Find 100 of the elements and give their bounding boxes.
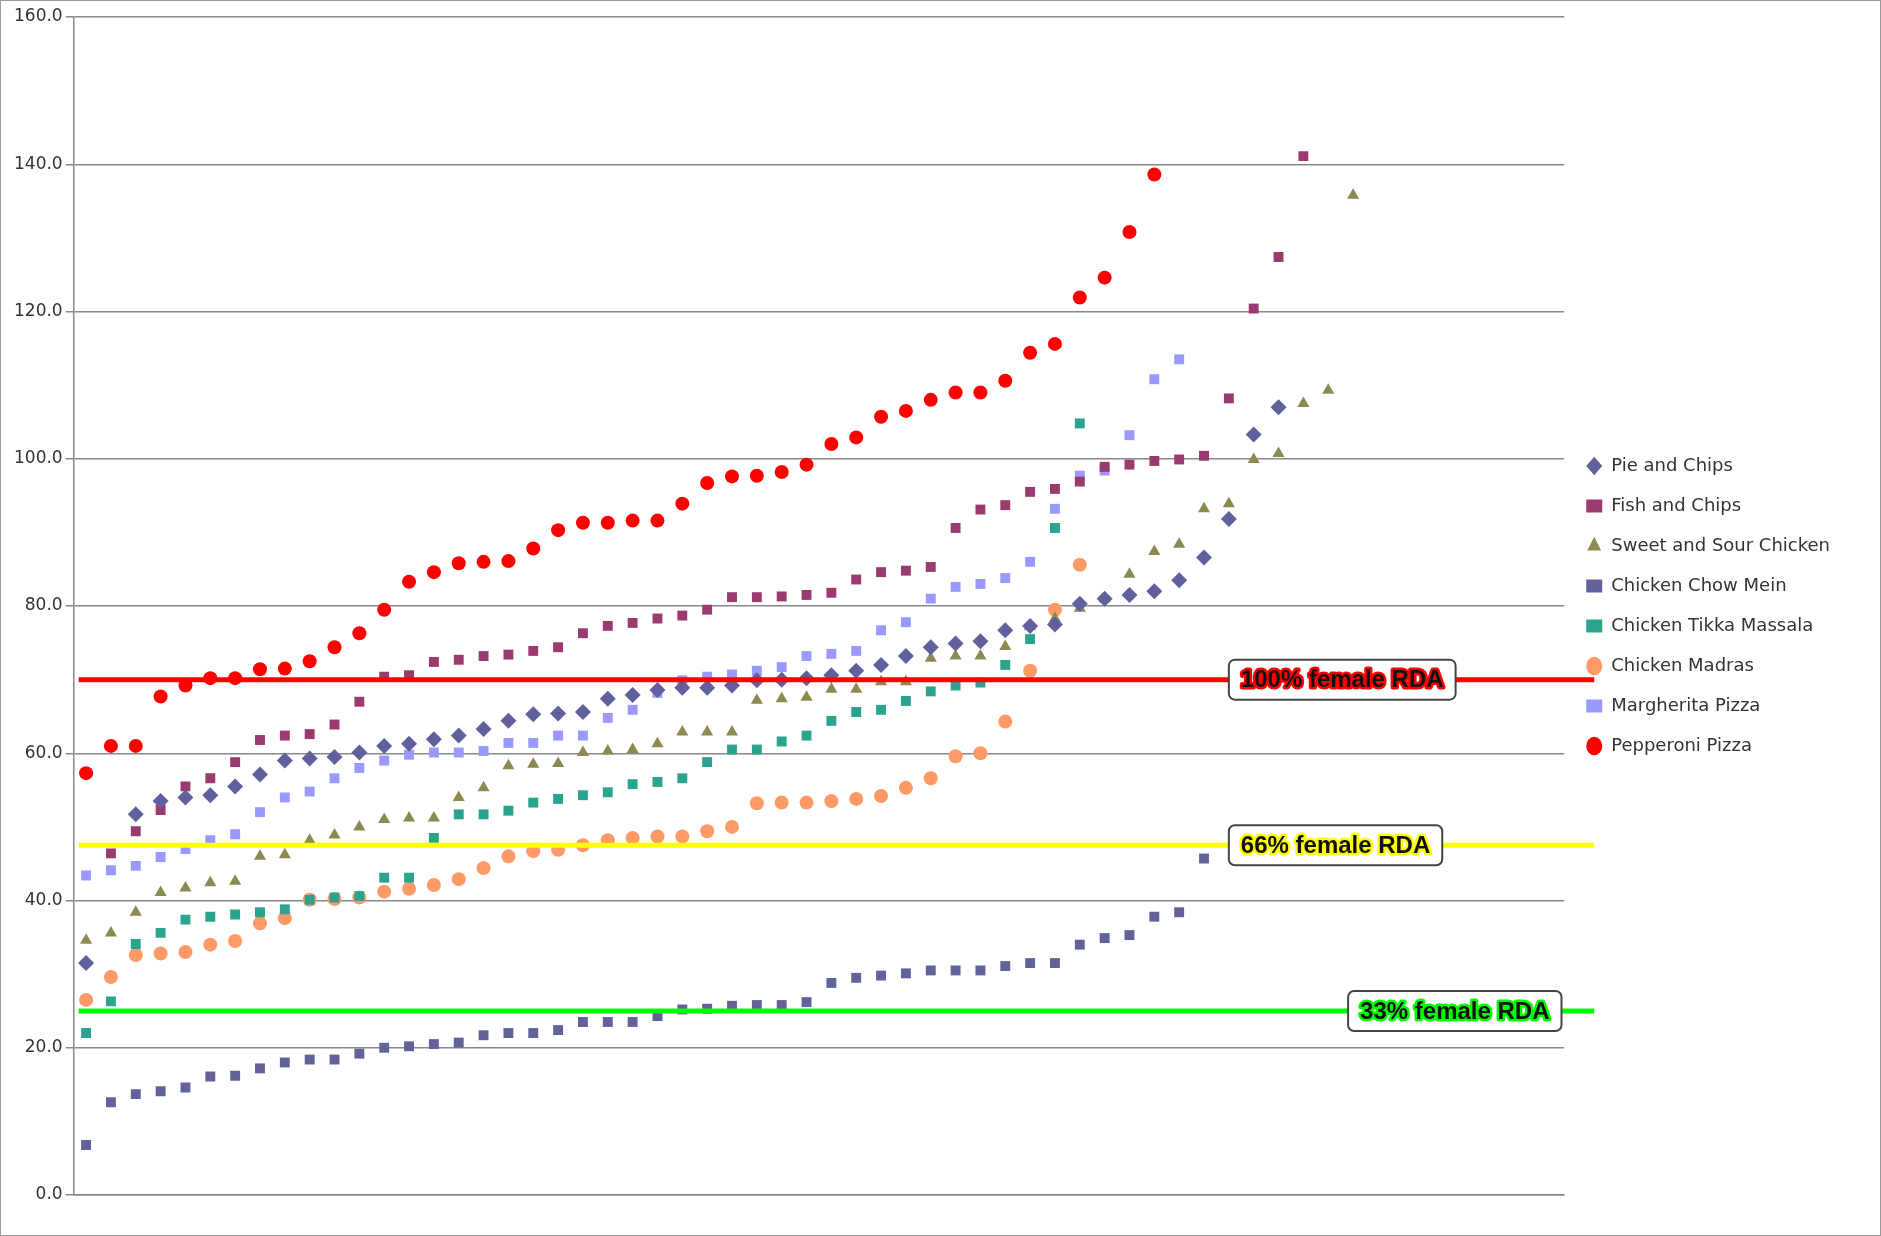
point — [228, 933, 243, 948]
point — [975, 504, 986, 515]
point — [230, 1070, 241, 1081]
point — [600, 515, 615, 530]
point — [675, 496, 690, 511]
point — [378, 812, 391, 824]
y-tick-label: 20.0 — [24, 1036, 63, 1057]
point — [105, 865, 116, 876]
point — [577, 628, 588, 639]
point — [553, 730, 564, 741]
point — [900, 565, 911, 576]
point — [700, 476, 715, 491]
point — [526, 541, 541, 556]
point — [997, 622, 1014, 639]
point — [453, 654, 464, 665]
point — [376, 737, 393, 754]
point — [352, 626, 367, 641]
point — [575, 515, 590, 530]
point — [501, 849, 516, 864]
point — [1122, 224, 1137, 239]
point — [574, 704, 591, 721]
point — [1248, 303, 1259, 314]
point — [922, 639, 939, 656]
point — [626, 742, 639, 754]
point — [972, 633, 989, 650]
point — [205, 1071, 216, 1082]
point — [826, 978, 837, 988]
point — [476, 554, 491, 569]
point — [923, 392, 938, 407]
point — [404, 1041, 414, 1052]
point — [876, 704, 887, 715]
point — [130, 826, 141, 837]
point — [1197, 501, 1211, 513]
point — [725, 724, 739, 736]
point — [1097, 270, 1112, 285]
point — [453, 747, 464, 758]
point — [553, 642, 564, 653]
point — [304, 786, 315, 797]
point — [425, 731, 442, 748]
point — [851, 574, 862, 585]
legend-label: Chicken Madras — [1611, 653, 1754, 675]
point — [1050, 503, 1060, 514]
point — [923, 771, 938, 786]
point — [1000, 500, 1011, 511]
legend-label: Margherita Pizza — [1611, 693, 1761, 715]
point — [453, 809, 464, 820]
point — [552, 756, 565, 768]
point — [402, 881, 417, 896]
point — [850, 682, 863, 693]
point — [304, 729, 315, 740]
point — [80, 933, 93, 944]
point — [128, 738, 143, 753]
point — [301, 750, 318, 767]
point — [898, 780, 913, 795]
point — [154, 885, 167, 896]
point — [230, 829, 241, 840]
point — [601, 744, 614, 755]
point — [826, 587, 837, 598]
point — [1096, 590, 1113, 607]
y-tick-label: 160.0 — [14, 5, 63, 26]
point — [1146, 583, 1163, 600]
point — [1298, 151, 1309, 162]
point — [279, 1057, 290, 1068]
point — [402, 574, 417, 589]
point — [130, 860, 141, 871]
point — [377, 602, 392, 617]
point — [800, 690, 813, 701]
point — [749, 468, 764, 483]
point — [725, 469, 739, 484]
point — [599, 690, 616, 707]
point — [1220, 511, 1237, 528]
point — [553, 1025, 564, 1036]
point — [1072, 290, 1087, 305]
point — [354, 763, 365, 773]
point — [1173, 537, 1186, 548]
point — [278, 847, 291, 859]
point — [625, 830, 640, 845]
point — [253, 849, 267, 860]
point — [898, 403, 913, 418]
point — [897, 648, 914, 665]
point — [873, 656, 890, 673]
point — [577, 730, 588, 741]
point — [975, 578, 986, 589]
ref-line-label: 33% female RDA — [1360, 996, 1550, 1024]
point — [81, 870, 92, 881]
point — [525, 706, 542, 723]
point — [900, 968, 911, 979]
point — [1196, 549, 1213, 566]
point — [650, 829, 665, 844]
point — [276, 752, 293, 769]
point — [1121, 586, 1138, 603]
point — [602, 620, 613, 631]
point — [452, 790, 465, 801]
point — [774, 465, 789, 479]
point — [327, 640, 342, 655]
point — [750, 693, 763, 704]
point — [326, 748, 343, 765]
point — [1247, 452, 1260, 463]
point — [528, 737, 539, 748]
point — [105, 848, 116, 859]
